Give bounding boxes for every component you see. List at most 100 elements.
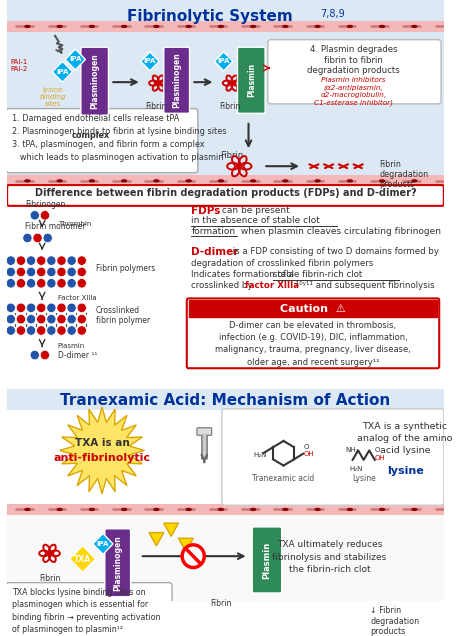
Circle shape (57, 267, 66, 277)
Text: IPA: IPA (69, 57, 82, 62)
Circle shape (6, 267, 16, 277)
Ellipse shape (282, 508, 289, 511)
Circle shape (77, 267, 86, 277)
Circle shape (57, 303, 66, 312)
Circle shape (36, 256, 46, 265)
Polygon shape (93, 534, 113, 555)
Text: Tranexamic Acid: Mechanism of Action: Tranexamic Acid: Mechanism of Action (60, 393, 391, 408)
FancyBboxPatch shape (6, 109, 198, 173)
Ellipse shape (282, 25, 289, 28)
Text: 4. Plasmin degrades
fibrin to fibrin
degradation products: 4. Plasmin degrades fibrin to fibrin deg… (307, 45, 400, 75)
FancyBboxPatch shape (6, 583, 172, 636)
Ellipse shape (411, 25, 418, 28)
Text: H₂N: H₂N (253, 452, 266, 458)
Circle shape (36, 314, 46, 324)
Circle shape (57, 326, 66, 335)
Circle shape (36, 279, 46, 288)
FancyBboxPatch shape (7, 0, 444, 189)
Text: crosslinked by: crosslinked by (191, 281, 255, 291)
Circle shape (27, 256, 36, 265)
Circle shape (36, 326, 46, 335)
Circle shape (16, 303, 26, 312)
FancyBboxPatch shape (81, 47, 109, 115)
Ellipse shape (56, 25, 63, 28)
Text: Fibrin: Fibrin (39, 574, 60, 583)
Circle shape (47, 279, 56, 288)
Text: lysine
binding
sites: lysine binding sites (40, 87, 66, 107)
Circle shape (27, 326, 36, 335)
Circle shape (6, 303, 16, 312)
Text: D-dimer: D-dimer (191, 247, 239, 258)
Text: Thrombin: Thrombin (58, 221, 91, 227)
FancyBboxPatch shape (268, 39, 441, 104)
Circle shape (67, 303, 76, 312)
Circle shape (67, 326, 76, 335)
Text: Caution  ⚠: Caution ⚠ (280, 304, 346, 314)
FancyBboxPatch shape (7, 410, 444, 504)
Ellipse shape (218, 25, 224, 28)
Circle shape (30, 211, 39, 220)
Circle shape (30, 350, 39, 360)
Circle shape (67, 314, 76, 324)
Text: Fibrin monomer: Fibrin monomer (25, 223, 85, 232)
Ellipse shape (153, 179, 160, 183)
Text: anti-fibrinolytic: anti-fibrinolytic (54, 453, 151, 463)
Circle shape (6, 326, 16, 335)
Polygon shape (52, 62, 73, 82)
Text: 1. Damaged endothelial cells release tPA
2. Plasminogen binds to fibrin at lysin: 1. Damaged endothelial cells release tPA… (12, 114, 226, 162)
Ellipse shape (185, 508, 192, 511)
Circle shape (40, 350, 49, 360)
Text: Plasmin: Plasmin (58, 343, 85, 349)
FancyBboxPatch shape (222, 409, 444, 505)
Ellipse shape (218, 508, 224, 511)
Ellipse shape (411, 179, 418, 183)
Circle shape (269, 606, 287, 625)
Circle shape (16, 279, 26, 288)
Text: TXA ultimately reduces
fibrinolysis and stabilizes
the fibrin-rich clot: TXA ultimately reduces fibrinolysis and … (273, 540, 387, 574)
Text: factor XIIIa: factor XIIIa (245, 281, 299, 291)
Circle shape (47, 314, 56, 324)
Circle shape (6, 256, 16, 265)
Ellipse shape (24, 179, 31, 183)
Text: lysine: lysine (387, 466, 423, 476)
Text: Fibrin polymers: Fibrin polymers (96, 264, 155, 273)
Text: IPA: IPA (97, 541, 109, 547)
Circle shape (67, 279, 76, 288)
Text: is a FDP consisting of two D domains formed by: is a FDP consisting of two D domains for… (230, 247, 439, 256)
Circle shape (27, 267, 36, 277)
Circle shape (36, 267, 46, 277)
Text: 7,8,9: 7,8,9 (320, 10, 345, 20)
Ellipse shape (314, 179, 321, 183)
Ellipse shape (314, 25, 321, 28)
Text: Difference between fibrin degradation products (FDPs) and D-dimer?: Difference between fibrin degradation pr… (35, 188, 416, 198)
FancyBboxPatch shape (7, 175, 444, 187)
Ellipse shape (314, 508, 321, 511)
Text: Plasmin: Plasmin (247, 63, 256, 97)
Ellipse shape (346, 179, 353, 183)
Text: Plasmin: Plasmin (263, 541, 272, 579)
Text: PAI-1
PAI-2: PAI-1 PAI-2 (11, 59, 28, 71)
Circle shape (47, 303, 56, 312)
Text: TXA is a synthetic
analog of the amino
acid lysine: TXA is a synthetic analog of the amino a… (357, 422, 453, 455)
Circle shape (16, 256, 26, 265)
Text: Lysine: Lysine (352, 474, 375, 483)
Ellipse shape (379, 25, 385, 28)
Circle shape (57, 256, 66, 265)
Ellipse shape (250, 179, 256, 183)
FancyBboxPatch shape (164, 47, 190, 113)
Ellipse shape (346, 508, 353, 511)
FancyBboxPatch shape (7, 389, 444, 410)
Ellipse shape (250, 508, 256, 511)
Ellipse shape (153, 25, 160, 28)
Circle shape (16, 314, 26, 324)
FancyBboxPatch shape (7, 504, 444, 515)
Circle shape (43, 233, 52, 243)
FancyBboxPatch shape (7, 185, 444, 206)
Ellipse shape (153, 508, 160, 511)
Polygon shape (179, 538, 193, 551)
Circle shape (77, 326, 86, 335)
Ellipse shape (346, 25, 353, 28)
Ellipse shape (89, 179, 95, 183)
Circle shape (57, 279, 66, 288)
Text: IPA: IPA (56, 69, 69, 75)
